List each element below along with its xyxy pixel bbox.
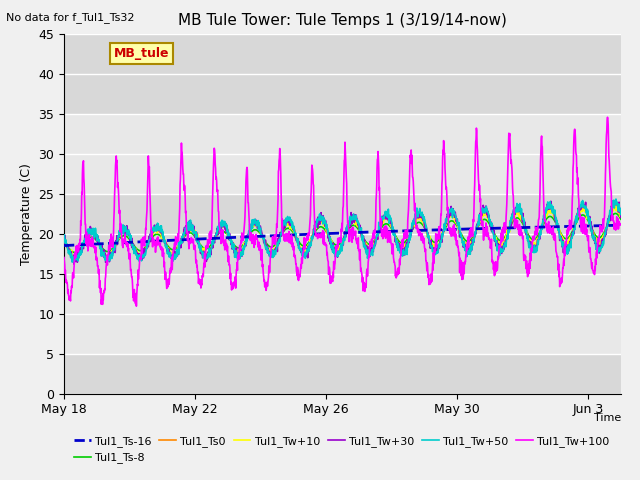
Bar: [64, 34, 621, 114]
Bar: [64, 354, 621, 394]
Bar: [64, 274, 621, 354]
Text: Time: Time: [593, 413, 621, 423]
Legend: Tul1_Ts-16, Tul1_Ts-8, Tul1_Ts0, Tul1_Tw+10, Tul1_Tw+30, Tul1_Tw+50, Tul1_Tw+100: Tul1_Ts-16, Tul1_Ts-8, Tul1_Ts0, Tul1_Tw…: [70, 432, 614, 468]
Text: MB_tule: MB_tule: [114, 47, 170, 60]
Bar: [64, 114, 621, 193]
Y-axis label: Temperature (C): Temperature (C): [20, 163, 33, 264]
Title: MB Tule Tower: Tule Temps 1 (3/19/14-now): MB Tule Tower: Tule Temps 1 (3/19/14-now…: [178, 13, 507, 28]
Bar: [64, 193, 621, 274]
Text: No data for f_Tul1_Ts32: No data for f_Tul1_Ts32: [6, 12, 135, 23]
